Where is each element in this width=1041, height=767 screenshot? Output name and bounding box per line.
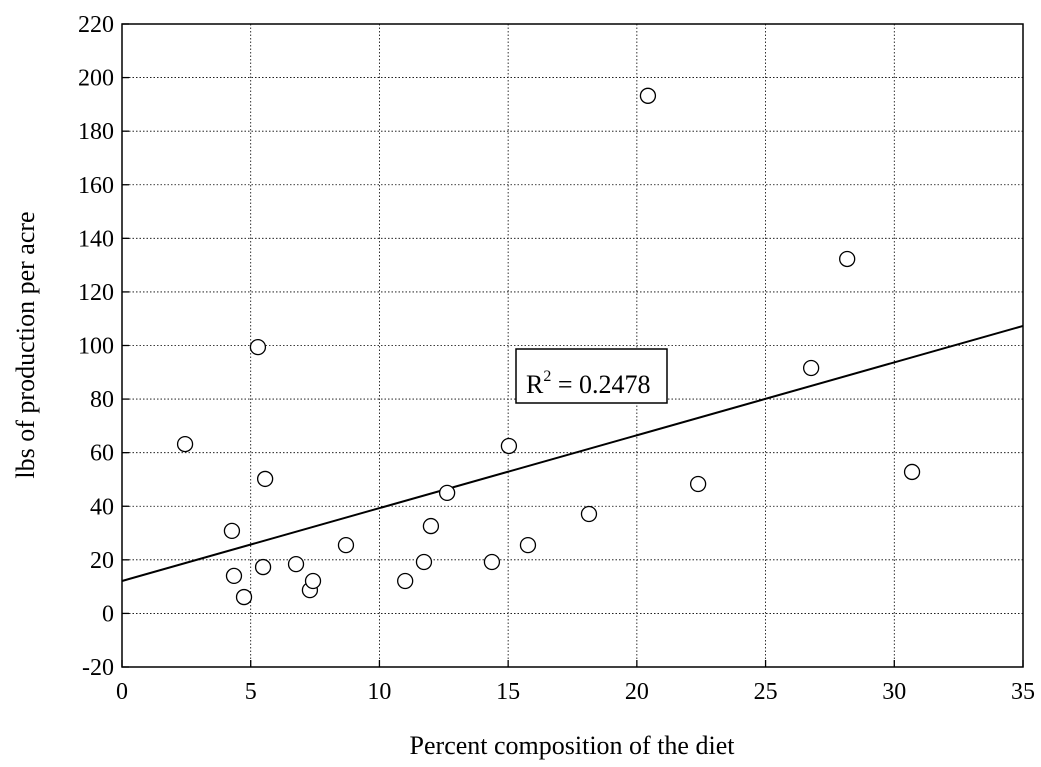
y-tick-label: 20 [90, 548, 114, 574]
x-tick-label: 10 [367, 679, 391, 705]
annotation-box [515, 348, 668, 404]
y-tick-label: 40 [90, 494, 114, 520]
y-tick-label: 0 [102, 601, 114, 627]
data-point [438, 484, 456, 502]
data-point [235, 588, 253, 606]
y-tick-label: 60 [90, 441, 114, 467]
data-point [500, 437, 518, 455]
x-tick-label: 5 [245, 679, 257, 705]
data-point [415, 553, 433, 571]
data-point [519, 536, 537, 554]
y-tick-label: 220 [78, 12, 114, 38]
data-point [483, 553, 501, 571]
data-point [639, 87, 657, 104]
data-point [223, 522, 241, 540]
data-point [249, 338, 267, 356]
annotation: R2 = 0.2478 [526, 368, 651, 399]
data-point [903, 463, 921, 481]
data-point [225, 567, 243, 585]
y-axis-label: lbs of production per acre [11, 211, 40, 478]
y-tick-label: 100 [78, 334, 114, 360]
annotation-text: = 0.2478 [551, 370, 650, 399]
data-point [176, 435, 194, 453]
data-point [256, 470, 274, 488]
data-point [304, 572, 322, 590]
y-tick-label: 180 [78, 119, 114, 145]
data-point [254, 558, 272, 576]
data-point [422, 517, 440, 535]
y-tick-label: 80 [90, 387, 114, 413]
annotation-sup: 2 [543, 368, 551, 385]
y-tick-label: 160 [78, 173, 114, 199]
data-point [689, 475, 707, 493]
x-tick-label: 15 [496, 679, 520, 705]
annotation-base: R [526, 370, 544, 399]
data-point [802, 359, 820, 377]
x-tick-label: 30 [882, 679, 906, 705]
x-tick-label: 25 [754, 679, 778, 705]
x-tick-label: 20 [625, 679, 649, 705]
y-tick-label: -20 [82, 655, 114, 681]
data-point [839, 250, 856, 268]
y-tick-label: 200 [78, 66, 114, 92]
data-point [337, 536, 355, 554]
x-axis-label: Percent composition of the diet [410, 731, 736, 760]
trend-line [121, 324, 1024, 582]
x-tick-label: 35 [1011, 679, 1035, 705]
data-point [580, 505, 598, 523]
x-tick-label: 0 [116, 679, 128, 705]
data-point [397, 572, 414, 590]
y-tick-label: 120 [78, 280, 114, 306]
y-tick-label: 140 [78, 226, 114, 252]
data-point [287, 555, 305, 573]
